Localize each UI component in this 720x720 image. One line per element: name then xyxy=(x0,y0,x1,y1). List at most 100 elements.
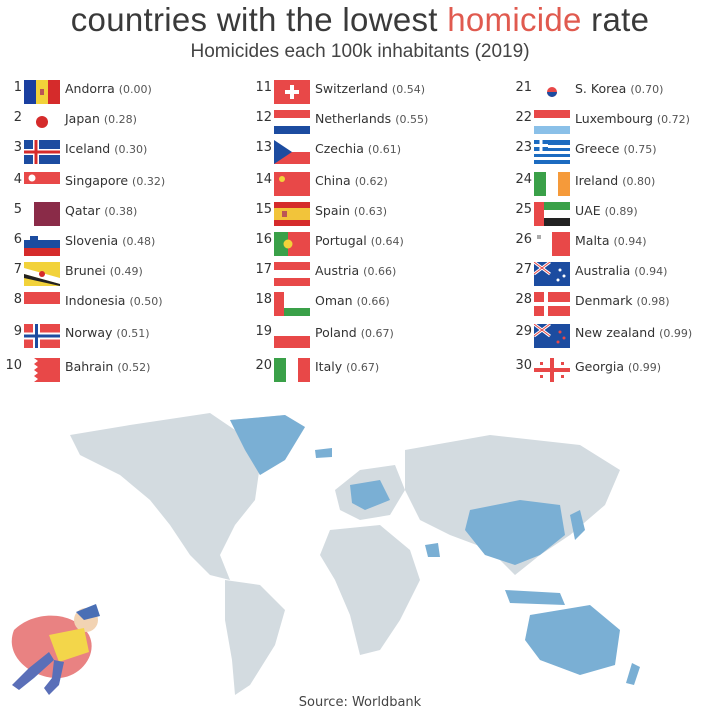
homicide-rate-value: (0.94) xyxy=(613,235,647,248)
ranking-row: 12 Netherlands (0.55) xyxy=(250,108,480,134)
country-name: Norway xyxy=(65,325,113,340)
ranking-row: 21 S. Korea (0.70) xyxy=(510,78,720,104)
rank-number: 10 xyxy=(5,358,22,373)
homicide-rate-value: (0.62) xyxy=(354,175,388,188)
homicide-rate-value: (0.30) xyxy=(114,143,148,156)
country-name: Qatar xyxy=(65,203,101,218)
ranking-row: 28 Denmark (0.98) xyxy=(510,290,720,316)
country-entry: Oman (0.66) xyxy=(315,293,390,308)
ranking-row: 2 Japan (0.28) xyxy=(0,108,230,134)
country-entry: Australia (0.94) xyxy=(575,263,667,278)
rank-number: 25 xyxy=(515,202,532,217)
country-name: Italy xyxy=(315,359,343,374)
ranking-row: 8 Indonesia (0.50) xyxy=(0,290,230,316)
ranking-row: 23 Greece (0.75) xyxy=(510,138,720,164)
homicide-rate-value: (0.75) xyxy=(623,143,657,156)
country-entry: Portugal (0.64) xyxy=(315,233,404,248)
flag-icon xyxy=(274,140,310,164)
country-entry: Norway (0.51) xyxy=(65,325,149,340)
homicide-rate-value: (0.52) xyxy=(117,361,151,374)
iceland-highlight xyxy=(315,448,332,458)
title-part-2: rate xyxy=(581,1,650,38)
homicide-rate-value: (0.98) xyxy=(636,295,670,308)
flag-icon xyxy=(534,172,570,196)
homicide-rate-value: (0.28) xyxy=(103,113,137,126)
africa-shape xyxy=(320,525,420,655)
source-note: Source: Worldbank xyxy=(298,695,422,710)
ranking-row: 29 New zealand (0.99) xyxy=(510,322,720,348)
rank-number: 13 xyxy=(255,140,272,155)
flag-icon xyxy=(534,110,570,134)
flag-icon xyxy=(24,324,60,348)
country-entry: UAE (0.89) xyxy=(575,203,638,218)
world-map xyxy=(70,413,640,695)
country-entry: Slovenia (0.48) xyxy=(65,233,155,248)
country-name: Denmark xyxy=(575,293,633,308)
rank-number: 15 xyxy=(255,202,272,217)
rank-number: 26 xyxy=(515,232,532,247)
ranking-row: 25 UAE (0.89) xyxy=(510,200,720,226)
rank-number: 7 xyxy=(13,262,22,277)
country-entry: Luxembourg (0.72) xyxy=(575,111,690,126)
flag-icon xyxy=(24,172,60,196)
rank-number: 4 xyxy=(13,172,22,187)
victim-illustration xyxy=(11,604,100,695)
ranking-row: 7 Brunei (0.49) xyxy=(0,260,230,286)
country-name: Indonesia xyxy=(65,293,126,308)
rank-number: 8 xyxy=(13,292,22,307)
ranking-row: 9 Norway (0.51) xyxy=(0,322,230,348)
country-name: Luxembourg xyxy=(575,111,653,126)
country-entry: Malta (0.94) xyxy=(575,233,647,248)
homicide-rate-value: (0.64) xyxy=(370,235,404,248)
country-entry: China (0.62) xyxy=(315,173,388,188)
country-entry: Denmark (0.98) xyxy=(575,293,670,308)
rank-number: 17 xyxy=(255,262,272,277)
country-name: Singapore xyxy=(65,173,129,188)
flag-icon xyxy=(24,80,60,104)
flag-icon xyxy=(24,232,60,256)
ranking-row: 22 Luxembourg (0.72) xyxy=(510,108,720,134)
oman-highlight xyxy=(425,543,440,557)
country-entry: Italy (0.67) xyxy=(315,359,379,374)
country-entry: Czechia (0.61) xyxy=(315,141,401,156)
flag-icon xyxy=(534,358,570,382)
ranking-row: 11 Switzerland (0.54) xyxy=(250,78,480,104)
page-title: countries with the lowest homicide rate xyxy=(0,0,720,40)
ranking-row: 4 Singapore (0.32) xyxy=(0,170,230,196)
flag-icon xyxy=(24,262,60,286)
flag-icon xyxy=(24,292,60,316)
rank-number: 3 xyxy=(13,140,22,155)
rank-number: 22 xyxy=(515,110,532,125)
rank-number: 14 xyxy=(255,172,272,187)
country-entry: New zealand (0.99) xyxy=(575,325,692,340)
flag-icon xyxy=(274,324,310,348)
country-name: Australia xyxy=(575,263,631,278)
ranking-row: 3 Iceland (0.30) xyxy=(0,138,230,164)
homicide-rate-value: (0.99) xyxy=(628,361,662,374)
homicide-rate-value: (0.38) xyxy=(104,205,138,218)
country-name: Spain xyxy=(315,203,350,218)
country-entry: Andorra (0.00) xyxy=(65,81,152,96)
page-subtitle: Homicides each 100k inhabitants (2019) xyxy=(190,41,530,62)
homicide-rate-value: (0.61) xyxy=(367,143,401,156)
title-part-1: countries with the lowest xyxy=(70,1,448,38)
flag-icon xyxy=(24,202,60,226)
flag-icon xyxy=(534,80,570,104)
country-entry: Iceland (0.30) xyxy=(65,141,147,156)
australia-highlight xyxy=(525,605,620,675)
homicide-rate-value: (0.99) xyxy=(659,327,693,340)
country-name: Brunei xyxy=(65,263,106,278)
rank-number: 23 xyxy=(515,140,532,155)
homicide-rate-value: (0.50) xyxy=(129,295,163,308)
country-entry: Spain (0.63) xyxy=(315,203,387,218)
country-name: Georgia xyxy=(575,359,625,374)
indonesia-highlight xyxy=(505,590,565,605)
homicide-rate-value: (0.48) xyxy=(122,235,156,248)
country-entry: Switzerland (0.54) xyxy=(315,81,425,96)
flag-icon xyxy=(24,140,60,164)
country-name: Malta xyxy=(575,233,610,248)
rank-number: 21 xyxy=(515,80,532,95)
flag-icon xyxy=(534,324,570,348)
ranking-row: 26 Malta (0.94) xyxy=(510,230,720,256)
country-entry: Greece (0.75) xyxy=(575,141,657,156)
